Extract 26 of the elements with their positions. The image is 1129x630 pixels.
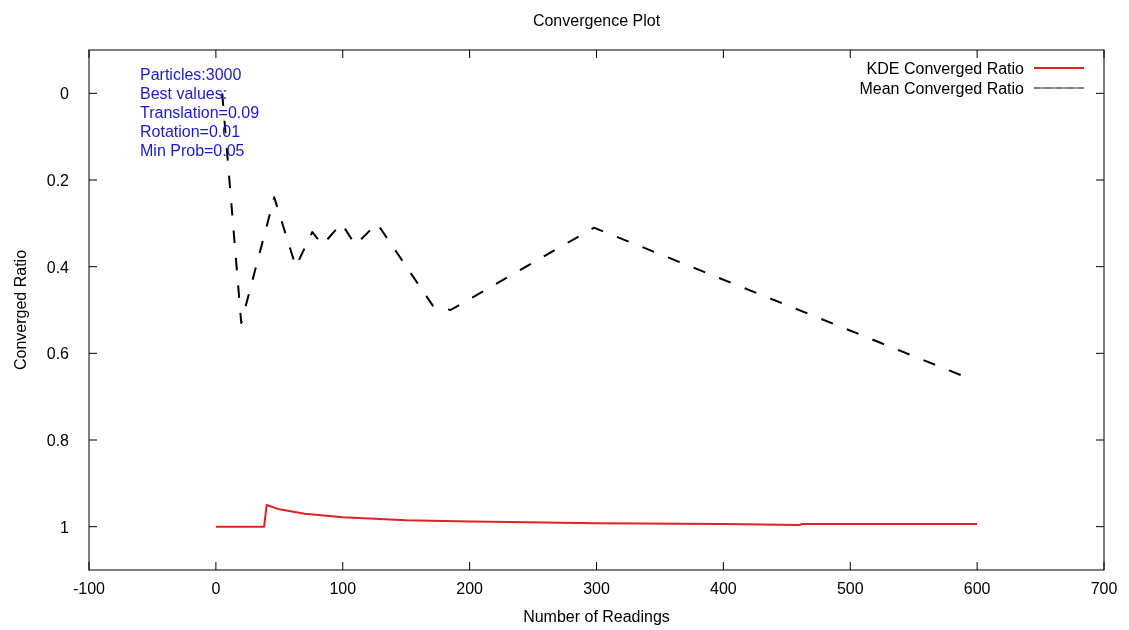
annotation: Rotation=0.01 xyxy=(140,123,241,140)
x-tick-label: 500 xyxy=(836,580,864,597)
y-tick-label: 0 xyxy=(60,85,70,103)
y-tick-label: 1 xyxy=(60,518,70,536)
x-tick-label: 200 xyxy=(456,580,484,597)
annotation: Best values: xyxy=(140,85,228,102)
annotation: Particles:3000 xyxy=(140,66,242,83)
y-tick-label: 0.6 xyxy=(46,345,70,363)
chart-title: Convergence Plot xyxy=(532,12,661,29)
x-axis-title: Number of Readings xyxy=(523,608,670,625)
legend-label: Mean Converged Ratio xyxy=(859,80,1025,97)
annotation: Translation=0.09 xyxy=(140,104,260,121)
y-tick-label: 0.8 xyxy=(46,432,70,449)
x-tick-label: 300 xyxy=(583,580,610,597)
x-tick-label: 600 xyxy=(963,580,991,597)
x-tick-label: -100 xyxy=(72,580,106,597)
y-axis-title: Converged Ratio xyxy=(12,249,29,371)
x-tick-label: 700 xyxy=(1090,580,1118,597)
x-tick-label: 400 xyxy=(710,580,737,597)
x-tick-label: 0 xyxy=(211,580,221,597)
y-tick-label: 0.4 xyxy=(46,258,70,276)
legend-label: KDE Converged Ratio xyxy=(866,60,1025,77)
annotation: Min Prob=0.05 xyxy=(140,142,245,159)
x-tick-label: 100 xyxy=(329,580,357,597)
line-series xyxy=(214,504,979,528)
y-tick-label: 0.2 xyxy=(46,172,70,189)
